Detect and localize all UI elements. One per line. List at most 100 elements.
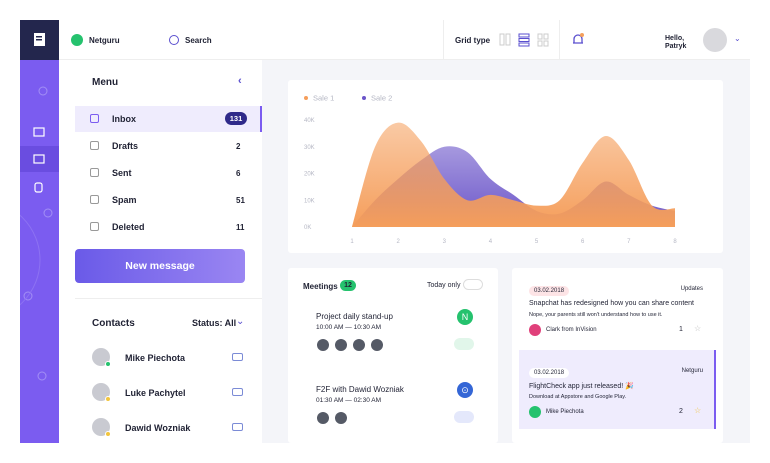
bell-icon[interactable]: [571, 32, 585, 48]
note-date: 03.02.2018: [529, 368, 570, 378]
menu-item[interactable]: Drafts 2: [75, 133, 262, 159]
menu-label: Deleted: [112, 222, 145, 232]
legend-label: Sale 1: [313, 94, 334, 103]
menu-item[interactable]: Deleted 11: [75, 214, 262, 240]
note-count: 1: [679, 326, 683, 333]
meeting-title[interactable]: F2F with Dawid Wozniak: [316, 385, 404, 394]
divider: [443, 20, 444, 60]
status-dot: [105, 396, 111, 402]
status-filter[interactable]: Status: All: [192, 318, 237, 328]
chat-icon[interactable]: [232, 353, 243, 361]
chat-icon[interactable]: [232, 423, 243, 431]
chat-icon[interactable]: [232, 388, 243, 396]
note-date: 03.02.2018: [529, 286, 570, 296]
attendee-avatar: [335, 339, 347, 351]
x-tick-label: 7: [627, 239, 631, 245]
menu-icon: [90, 141, 99, 150]
sidebar: [20, 20, 59, 443]
logo-box: [20, 20, 59, 60]
menu-icon: [90, 222, 99, 231]
x-tick-label: 1: [350, 239, 354, 245]
highlight: [519, 350, 716, 429]
y-tick-label: 10K: [304, 198, 315, 204]
contacts-title: Contacts: [92, 318, 135, 329]
note-title[interactable]: FlightCheck app just released! 🎉: [529, 383, 634, 390]
toggle[interactable]: [463, 279, 483, 290]
contact-name: Dawid Wozniak: [125, 423, 191, 433]
y-tick-label: 0K: [304, 225, 311, 231]
x-tick-label: 2: [396, 239, 400, 245]
x-tick-label: 8: [673, 239, 677, 245]
chart: 0K 10K 20K 30K 40K 1 2 3 4 5 6 7 8 Sale 1 Sale 2: [304, 94, 677, 245]
y-tick-label: 20K: [304, 172, 315, 178]
y-tick-label: 30K: [304, 145, 315, 151]
divider: [75, 298, 262, 299]
today-only: Today only: [427, 282, 461, 289]
area: [352, 122, 675, 227]
sidebar-deco: [20, 86, 59, 381]
greeting: Hello, Patryk: [665, 35, 686, 51]
chart-card: 0K 10K 20K 30K 40K 1 2 3 4 5 6 7 8 Sale 1 Sale 2: [288, 80, 723, 253]
brand-logo: [71, 34, 83, 46]
status-dot: [105, 361, 111, 367]
meeting-status[interactable]: [454, 411, 474, 423]
legend-marker: [304, 96, 308, 100]
menu-item[interactable]: Sent 6: [75, 160, 262, 186]
contact-name: Mike Piechota: [125, 353, 186, 363]
y-tick-label: 40K: [304, 118, 315, 124]
menu-label: Sent: [112, 168, 132, 178]
attendee-avatar: [371, 339, 383, 351]
star[interactable]: ☆: [694, 324, 702, 333]
note-author: Mike Piechota: [546, 409, 584, 415]
star[interactable]: ☆: [694, 406, 702, 415]
note-tag: Netguru: [681, 368, 703, 374]
menu-label: Inbox: [112, 114, 136, 124]
attendee-avatar: [317, 412, 329, 424]
topbar: Netguru Search Grid type Hello, Patryk ⌄: [59, 20, 750, 60]
attendee-avatar: [335, 412, 347, 424]
menu-label: Drafts: [112, 141, 139, 151]
x-tick-label: 4: [489, 239, 493, 245]
hello: Hello,: [665, 35, 685, 42]
meetings-count: 12: [340, 280, 356, 291]
menu-count: 131: [225, 112, 247, 125]
menu-count: 6: [236, 169, 241, 178]
x-tick-label: 6: [581, 239, 585, 245]
attendee-avatar: [353, 339, 365, 351]
menu-title: Menu: [92, 77, 119, 88]
divider: [559, 20, 560, 60]
menu-item[interactable]: Spam 51: [75, 187, 262, 213]
contact-name: Luke Pachytel: [125, 388, 186, 398]
brand-name[interactable]: Netguru: [89, 36, 120, 45]
note-author: Clark from InVision: [546, 327, 597, 333]
note-title[interactable]: Snapchat has redesigned how you can shar…: [529, 300, 695, 307]
menu-icon: [90, 114, 99, 123]
user-chevron[interactable]: ⌄: [734, 34, 741, 43]
x-tick-label: 5: [535, 239, 539, 245]
legend-marker: [362, 96, 366, 100]
note-count: 2: [679, 408, 683, 415]
menu-label: Spam: [112, 195, 137, 205]
author-avatar: [529, 324, 541, 336]
search-icon: [169, 35, 179, 45]
search[interactable]: Search: [185, 36, 212, 45]
status-dot: [105, 431, 111, 437]
user-name: Patryk: [665, 43, 687, 50]
status-chevron[interactable]: ⌄: [236, 316, 245, 327]
note-text: Download at Appstore and Google Play.: [529, 394, 627, 400]
meetings-card: Meetings 12 Today only Project daily sta…: [288, 268, 498, 443]
meeting-app-icon: ⊙: [457, 382, 473, 398]
note-tag: Updates: [680, 286, 703, 292]
note-text: Nope, your parents still won't understan…: [529, 312, 663, 318]
new-message-button[interactable]: New message: [75, 249, 245, 283]
menu-count: 51: [236, 196, 245, 205]
menu-item[interactable]: Inbox 131: [75, 106, 262, 132]
legend-label: Sale 2: [371, 94, 392, 103]
collapse[interactable]: ‹: [238, 75, 242, 87]
meeting-status[interactable]: [454, 338, 474, 350]
user-avatar[interactable]: [703, 28, 727, 52]
menu-count: 2: [236, 142, 241, 151]
meeting-title[interactable]: Project daily stand-up: [316, 312, 393, 321]
